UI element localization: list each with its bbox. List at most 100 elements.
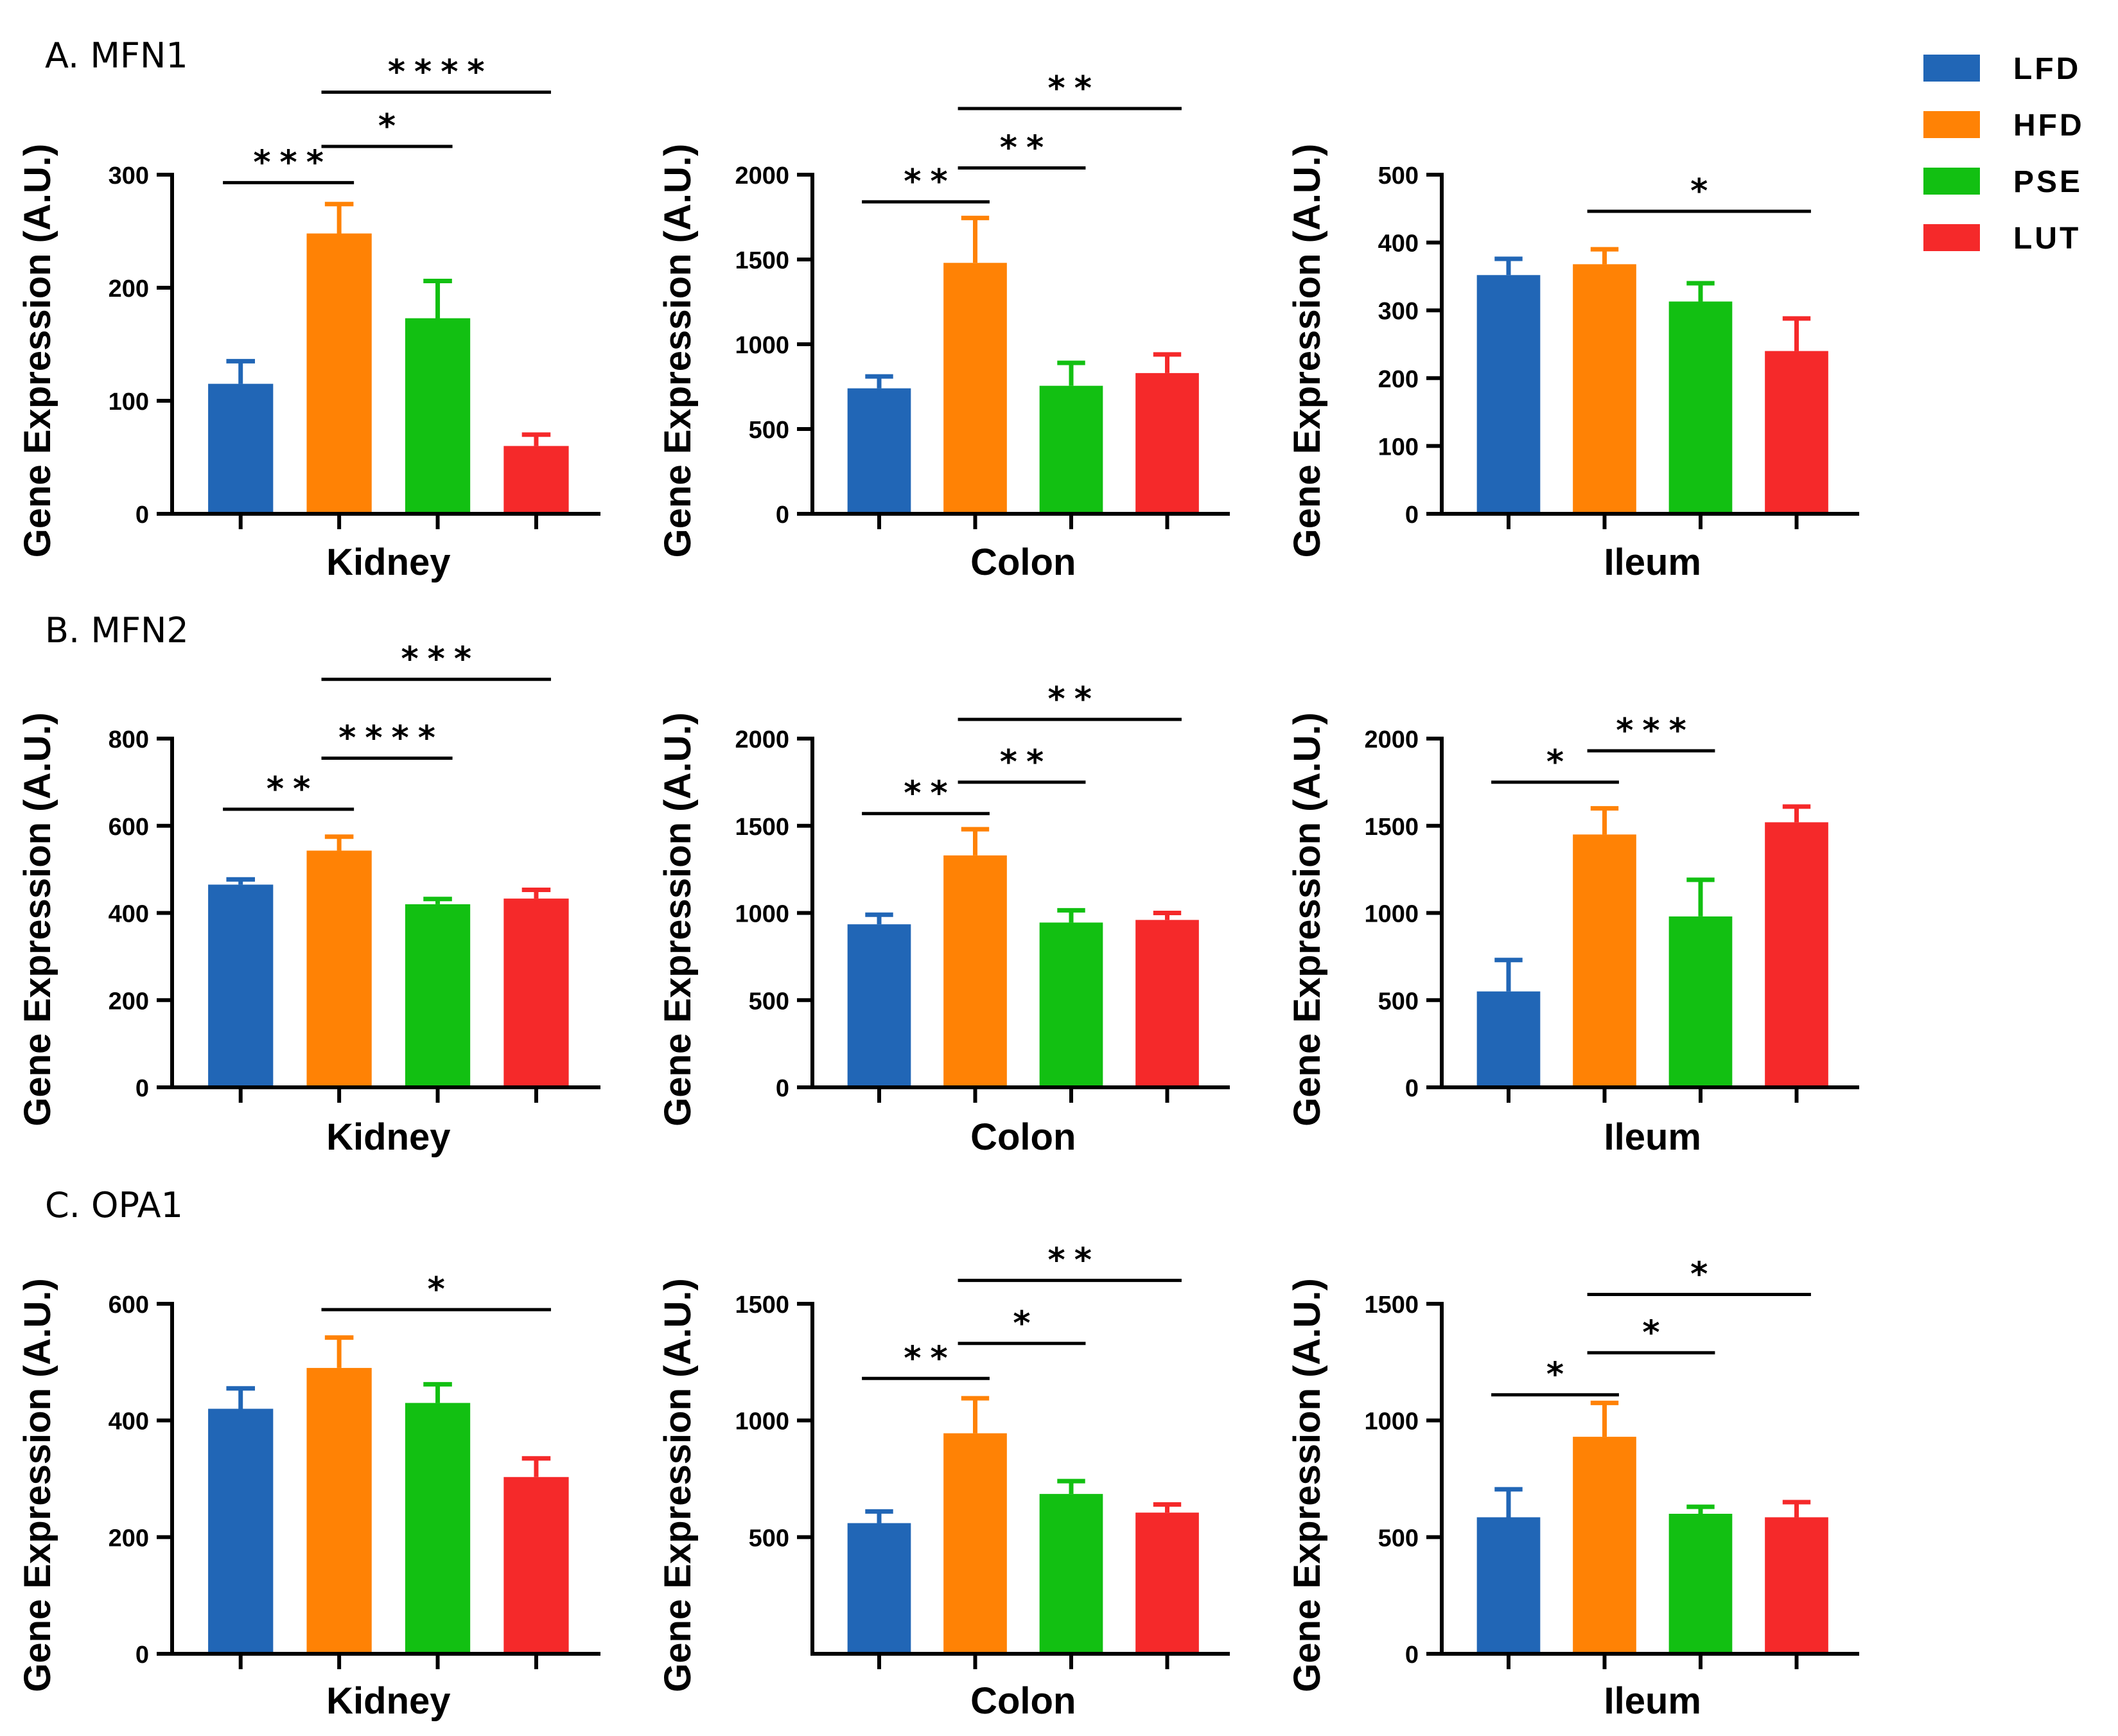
y-tick-label: 1500 [735, 247, 789, 274]
bar-pse [405, 318, 471, 514]
bar-lfd [208, 884, 274, 1087]
bar-lfd [847, 1523, 911, 1654]
significance-label: ** [904, 162, 956, 201]
x-axis-label: Colon [970, 541, 1076, 583]
x-axis-label: Kidney [326, 1116, 450, 1158]
legend-swatch-pse [1923, 168, 1980, 195]
significance-label: ** [904, 1339, 956, 1378]
legend-swatch-lfd [1923, 55, 1980, 82]
bar-hfd [1573, 264, 1636, 514]
y-tick-label: 200 [1378, 366, 1419, 393]
bar-hfd [306, 1367, 372, 1654]
x-axis-label: Kidney [326, 1680, 450, 1722]
y-tick-label: 200 [109, 276, 149, 302]
y-tick-label: 800 [109, 726, 149, 753]
significance-label: ** [904, 775, 956, 813]
row-title: B. MFN2 [45, 610, 189, 651]
legend-label-hfd: HFD [2013, 109, 2085, 143]
chart-ileum-2: 0 500 1000 1500 2000 Gene Expression (A.U.) Il… [1286, 712, 1859, 1158]
y-axis-label: Gene Expression (A.U.) [1286, 712, 1328, 1127]
bar-lut [1135, 920, 1199, 1087]
y-axis-label: Gene Expression (A.U.) [1286, 1278, 1328, 1692]
chart-ileum-1: 0 100 200 300 400 500 Gene Expression (A.U.) Il… [1286, 144, 1859, 583]
significance-label: ** [1048, 1241, 1101, 1280]
bar-lut [1135, 373, 1199, 514]
significance-label: * [378, 107, 405, 146]
y-tick-label: 0 [1405, 1642, 1419, 1669]
bar-pse [1668, 301, 1733, 514]
bar-pse [1039, 922, 1103, 1087]
legend-label-lfd: LFD [2013, 52, 2081, 86]
y-tick-label: 100 [109, 389, 149, 416]
x-axis-label: Colon [970, 1116, 1076, 1158]
y-tick-label: 200 [109, 1525, 149, 1552]
y-tick-label: 0 [136, 1642, 149, 1669]
significance-label: **** [338, 719, 444, 758]
y-tick-label: 1500 [735, 814, 789, 841]
significance-label: *** [253, 143, 333, 182]
bar-hfd [943, 1433, 1007, 1654]
y-tick-label: 400 [109, 901, 149, 928]
significance-label: * [1546, 1356, 1573, 1394]
y-tick-label: 600 [109, 814, 149, 841]
significance-label: * [1546, 743, 1573, 782]
legend-label-pse: PSE [2013, 165, 2083, 199]
y-tick-label: 500 [749, 1525, 789, 1552]
y-tick-label: 0 [1405, 1075, 1419, 1102]
y-tick-label: 1000 [735, 901, 789, 928]
y-tick-label: 500 [749, 988, 789, 1015]
y-axis-label: Gene Expression (A.U.) [17, 712, 58, 1127]
bar-pse [1668, 1514, 1733, 1654]
y-tick-label: 400 [109, 1408, 149, 1435]
significance-label: ** [267, 770, 319, 809]
bar-lut [1765, 822, 1828, 1087]
bar-lut [503, 446, 569, 514]
chart-ileum-3: 0 500 1000 1500 Gene Expression (A.U.) Ileum *… [1286, 1255, 1859, 1722]
significance-label: *** [401, 640, 480, 679]
x-axis-label: Ileum [1604, 541, 1702, 583]
significance-label: ** [1000, 128, 1053, 167]
y-tick-label: 1500 [735, 1292, 789, 1319]
bar-pse [405, 904, 471, 1087]
bar-lut [1765, 351, 1828, 514]
y-tick-label: 0 [776, 1075, 789, 1102]
significance-label: * [1013, 1304, 1039, 1343]
significance-label: ** [1000, 743, 1053, 782]
significance-label: ** [1048, 69, 1101, 108]
bar-hfd [1573, 1437, 1636, 1654]
chart-colon-2: 0 500 1000 1500 2000 Gene Expression (A.U.) Co… [657, 680, 1230, 1158]
y-tick-label: 600 [109, 1292, 149, 1319]
x-axis-label: Ileum [1604, 1680, 1702, 1722]
y-tick-label: 500 [749, 417, 789, 444]
bar-lfd [1476, 1517, 1541, 1654]
y-tick-label: 1500 [1364, 814, 1419, 841]
y-axis-label: Gene Expression (A.U.) [657, 144, 699, 558]
bar-hfd [1573, 834, 1636, 1087]
legend-swatch-hfd [1923, 111, 1980, 138]
y-tick-label: 500 [1378, 1525, 1419, 1552]
significance-label: ** [1048, 680, 1101, 719]
y-tick-label: 200 [109, 988, 149, 1015]
bar-pse [1039, 1494, 1103, 1654]
y-tick-label: 1000 [735, 332, 789, 359]
bar-lfd [1476, 991, 1541, 1087]
y-tick-label: 300 [109, 162, 149, 189]
y-axis-label: Gene Expression (A.U.) [657, 712, 699, 1127]
y-axis-label: Gene Expression (A.U.) [17, 144, 58, 558]
y-axis-label: Gene Expression (A.U.) [17, 1278, 58, 1692]
y-tick-label: 400 [1378, 231, 1419, 258]
chart-kidney-2: 0 200 400 600 800 Gene Expression (A.U.) Kidne… [17, 640, 600, 1158]
significance-label: *** [1616, 712, 1695, 750]
significance-label: * [1690, 172, 1717, 211]
y-tick-label: 0 [1405, 502, 1419, 529]
y-tick-label: 2000 [735, 726, 789, 753]
legend-swatch-lut [1923, 224, 1980, 251]
y-tick-label: 2000 [735, 162, 789, 189]
chart-kidney-3: 0 200 400 600 Gene Expression (A.U.) Kidney * [17, 1270, 600, 1722]
bar-pse [1039, 385, 1103, 514]
x-axis-label: Ileum [1604, 1116, 1702, 1158]
